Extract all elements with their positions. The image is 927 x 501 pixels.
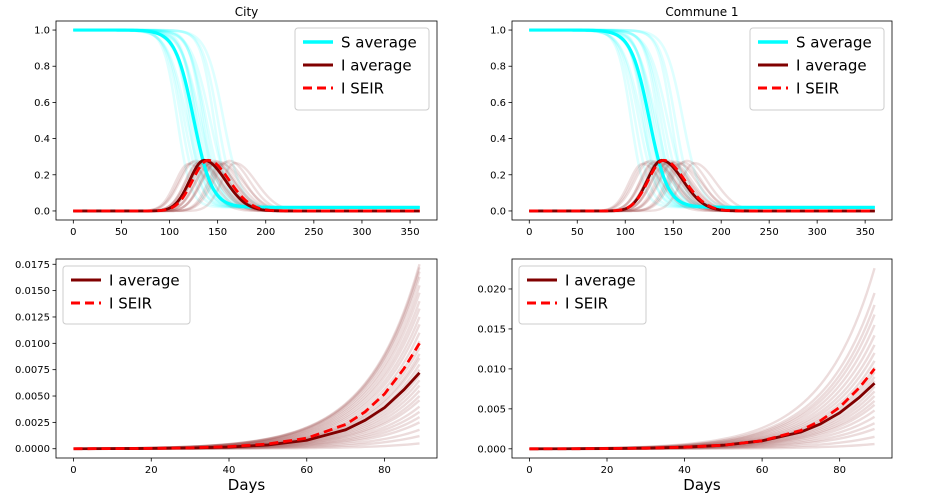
y-tick-label: 0.020 [477, 284, 506, 295]
legend: I average I SEIR [518, 265, 647, 325]
x-tick-label: 200 [256, 227, 275, 238]
plot-area [529, 28, 875, 213]
legend-label: I SEIR [109, 295, 152, 313]
x-tick-label: 150 [208, 227, 227, 238]
i-average-line [529, 158, 875, 213]
y-tick-label: 0.0075 [15, 365, 50, 376]
axes-frame [511, 20, 893, 221]
y-tick-label: 0.8 [490, 62, 506, 73]
legend-frame [749, 27, 885, 111]
y-tick-label: 0.0025 [15, 418, 50, 429]
x-axis-label: Days [683, 476, 721, 494]
x-tick-label: 0 [526, 227, 532, 238]
legend: S average I average I SEIR [294, 27, 430, 111]
x-tick-label: 60 [756, 465, 769, 476]
y-tick-label: 0.4 [490, 134, 506, 145]
y-tick-label: 1.0 [34, 26, 50, 37]
y-tick-label: 0.4 [34, 134, 50, 145]
legend-label: S average [796, 34, 872, 52]
chart-panel-4: 0 20 40 60 80 0.000 0.005 0.010 0.015 0.020 Days I … [477, 258, 893, 494]
y-tick-label: 0.0000 [15, 444, 50, 455]
legend-label: I average [565, 272, 636, 290]
x-tick-label: 250 [760, 227, 779, 238]
y-tick-label: 0.6 [490, 98, 506, 109]
y-tick-label: 0.0175 [15, 260, 50, 271]
legend-label: I average [109, 272, 180, 290]
y-tick-label: 0.0125 [15, 312, 50, 323]
i-seir-line [73, 158, 420, 213]
x-tick-label: 200 [712, 227, 731, 238]
legend-label: I average [341, 57, 412, 75]
x-tick-label: 80 [833, 465, 846, 476]
x-tick-label: 350 [856, 227, 875, 238]
chart-panel-3: 0 20 40 60 80 0.0000 0.0025 0.0050 0.0075 0.0100 0… [15, 258, 438, 494]
chart-title: Commune 1 [665, 5, 738, 19]
plot-area [73, 263, 421, 451]
y-tick-label: 0.2 [490, 170, 506, 181]
x-axis-label: Days [228, 476, 266, 494]
y-tick-label: 0.015 [477, 324, 506, 335]
x-tick-label: 350 [401, 227, 420, 238]
x-tick-label: 0 [526, 465, 532, 476]
y-tick-label: 0.0 [34, 206, 50, 217]
y-tick-label: 1.0 [490, 26, 506, 37]
i-seir-line [73, 342, 421, 451]
axes-frame [55, 258, 438, 459]
y-tick-label: 0.010 [477, 364, 506, 375]
y-tick-label: 0.6 [34, 98, 50, 109]
x-tick-label: 40 [223, 465, 236, 476]
y-tick-label: 0.0150 [15, 286, 50, 297]
x-tick-label: 150 [664, 227, 683, 238]
x-tick-label: 80 [378, 465, 391, 476]
x-tick-label: 50 [115, 227, 128, 238]
x-tick-label: 60 [300, 465, 313, 476]
y-tick-label: 0.8 [34, 62, 50, 73]
chart-title: City [235, 5, 259, 19]
y-tick-label: 0.005 [477, 404, 506, 415]
y-tick-label: 0.2 [34, 170, 50, 181]
chart-panel-2: 0 50 100 150 200 250 300 350 0.0 0.2 0.4 0.6 0.8 1.0 C… [490, 5, 893, 238]
axes-frame [55, 20, 438, 221]
legend-frame [294, 27, 430, 111]
x-tick-label: 100 [160, 227, 179, 238]
y-tick-label: 0.0050 [15, 392, 50, 403]
legend-label: I SEIR [341, 80, 384, 98]
plot-area [529, 267, 876, 451]
x-tick-label: 50 [571, 227, 584, 238]
i-seir-line [529, 368, 876, 451]
i-seir-line [529, 158, 875, 213]
plot-area [73, 28, 420, 213]
x-tick-label: 100 [616, 227, 635, 238]
legend: I average I SEIR [62, 265, 191, 325]
x-tick-label: 0 [70, 465, 76, 476]
legend: S average I average I SEIR [749, 27, 885, 111]
s-average-line [529, 28, 875, 209]
x-tick-label: 0 [70, 227, 76, 238]
x-tick-label: 300 [352, 227, 371, 238]
axes-frame [511, 258, 893, 459]
x-tick-label: 300 [808, 227, 827, 238]
legend-label: S average [341, 34, 417, 52]
legend-label: I SEIR [796, 80, 839, 98]
y-tick-label: 0.0100 [15, 339, 50, 350]
x-tick-label: 20 [145, 465, 158, 476]
x-tick-label: 250 [304, 227, 323, 238]
s-average-line [73, 28, 420, 209]
legend-label: I average [796, 57, 867, 75]
y-tick-label: 0.0 [490, 206, 506, 217]
x-tick-label: 20 [601, 465, 614, 476]
y-tick-label: 0.000 [477, 444, 506, 455]
legend-label: I SEIR [565, 295, 608, 313]
x-tick-label: 40 [678, 465, 691, 476]
chart-panel-1: 0 50 100 150 200 250 300 350 0.0 0.2 0.4 0.6 0.8 1.0 C… [34, 5, 438, 238]
